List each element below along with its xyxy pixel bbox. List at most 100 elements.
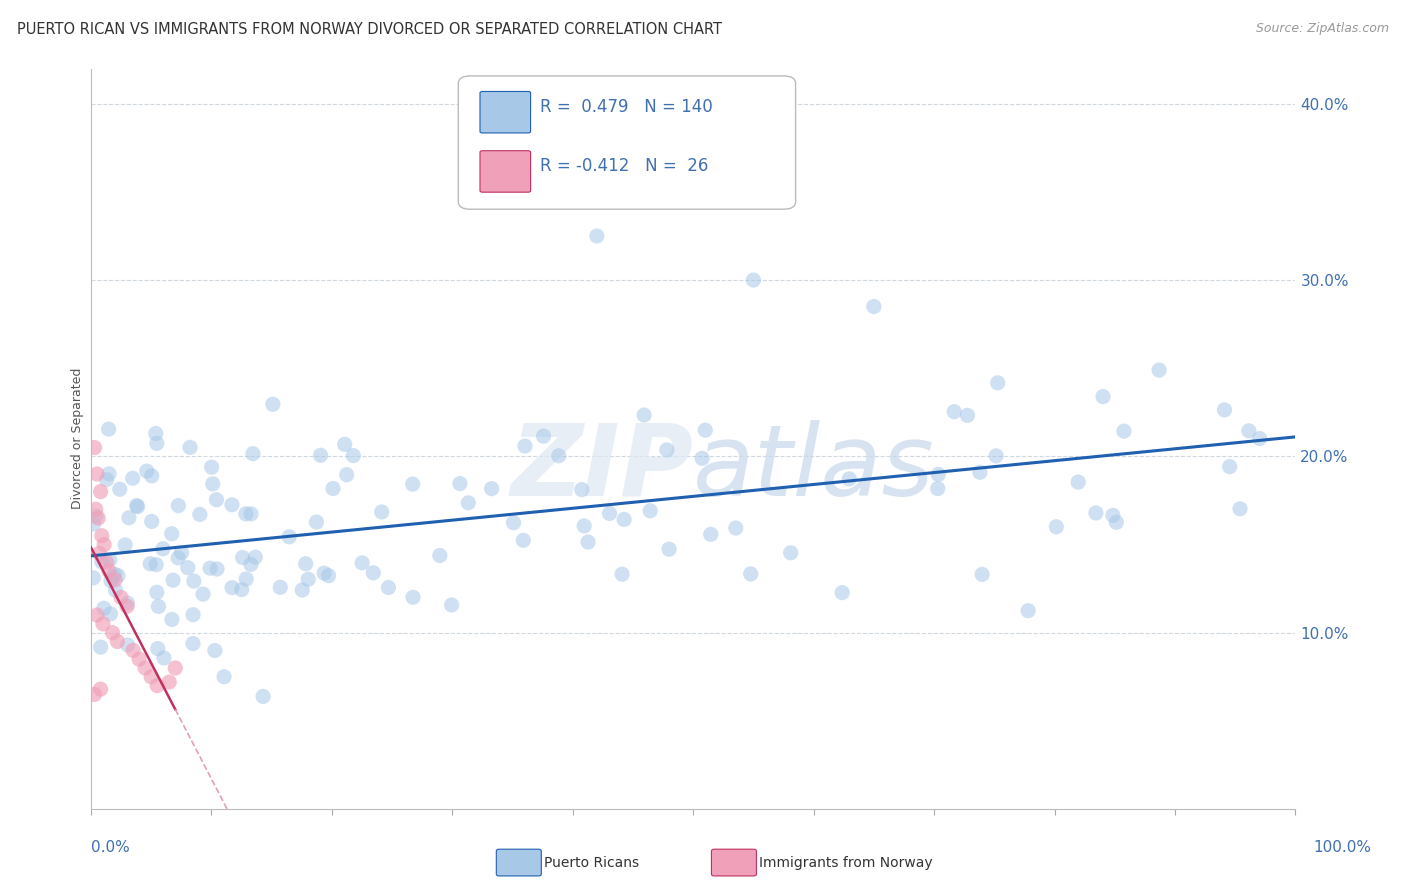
Point [118, 510, 141, 524]
Text: Immigrants from Norway: Immigrants from Norway [759, 855, 932, 870]
Point [141, 670, 163, 684]
Point [449, 476, 471, 491]
Point [188, 508, 211, 522]
Text: PUERTO RICAN VS IMMIGRANTS FROM NORWAY DIVORCED OR SEPARATED CORRELATION CHART: PUERTO RICAN VS IMMIGRANTS FROM NORWAY D… [17, 22, 721, 37]
Point [221, 498, 243, 512]
FancyBboxPatch shape [458, 76, 796, 210]
Point [134, 661, 156, 675]
Point [170, 546, 193, 560]
Point [86, 608, 108, 623]
Point [165, 661, 187, 675]
Point [107, 568, 129, 582]
Point [610, 567, 633, 582]
Point [201, 476, 224, 491]
Point [242, 447, 264, 461]
Point [177, 560, 200, 574]
FancyBboxPatch shape [479, 151, 530, 192]
Point [294, 557, 316, 571]
FancyBboxPatch shape [479, 92, 530, 133]
Point [512, 533, 534, 548]
Point [863, 300, 886, 314]
Point [139, 557, 162, 571]
Point [1249, 432, 1271, 446]
Point [533, 429, 555, 443]
Point [1102, 508, 1125, 523]
Point [252, 690, 274, 704]
Point [638, 504, 661, 518]
Point [513, 439, 536, 453]
Point [117, 638, 139, 652]
Point [152, 541, 174, 556]
Point [1067, 475, 1090, 489]
Point [547, 449, 569, 463]
Point [87, 511, 110, 525]
Text: Source: ZipAtlas.com: Source: ZipAtlas.com [1256, 22, 1389, 36]
Text: 0.0%: 0.0% [91, 840, 131, 855]
Point [101, 625, 124, 640]
Point [297, 572, 319, 586]
Point [96, 555, 118, 569]
Point [1229, 501, 1251, 516]
Point [724, 521, 747, 535]
Point [1147, 363, 1170, 377]
Point [83, 516, 105, 531]
Y-axis label: Divorced or Separated: Divorced or Separated [72, 368, 84, 509]
Point [98, 467, 121, 481]
Point [262, 397, 284, 411]
Point [146, 641, 169, 656]
Point [90, 555, 112, 569]
Point [114, 538, 136, 552]
Point [440, 598, 463, 612]
Point [576, 535, 599, 549]
Point [86, 467, 108, 481]
Point [700, 527, 723, 541]
Point [314, 566, 336, 581]
Point [987, 376, 1010, 390]
Point [198, 561, 221, 575]
Point [191, 587, 214, 601]
Point [108, 483, 131, 497]
Point [613, 512, 636, 526]
Text: atlas: atlas [693, 420, 935, 516]
Text: 100.0%: 100.0% [1313, 840, 1371, 855]
Point [181, 607, 204, 622]
Point [240, 507, 263, 521]
Point [779, 546, 801, 560]
Point [239, 558, 262, 572]
Point [481, 482, 503, 496]
Point [969, 465, 991, 479]
Point [690, 451, 713, 466]
Point [235, 572, 257, 586]
Point [363, 566, 385, 580]
Point [91, 616, 114, 631]
Point [128, 652, 150, 666]
Point [90, 484, 112, 499]
Point [167, 499, 190, 513]
Point [82, 571, 104, 585]
Point [305, 515, 328, 529]
Point [107, 634, 129, 648]
Point [943, 405, 966, 419]
Point [655, 442, 678, 457]
Point [146, 585, 169, 599]
Point [179, 441, 201, 455]
Point [212, 670, 235, 684]
Point [104, 583, 127, 598]
Point [90, 529, 112, 543]
Point [121, 471, 143, 485]
Point [245, 550, 267, 565]
Point [1112, 424, 1135, 438]
Point [98, 553, 121, 567]
Point [110, 591, 132, 605]
Point [125, 499, 148, 513]
Point [205, 562, 228, 576]
Point [572, 519, 595, 533]
Point [141, 468, 163, 483]
Point [84, 509, 107, 524]
Point [972, 567, 994, 582]
Point [1017, 604, 1039, 618]
Point [83, 687, 105, 701]
Point [162, 573, 184, 587]
Point [83, 441, 105, 455]
Point [204, 643, 226, 657]
